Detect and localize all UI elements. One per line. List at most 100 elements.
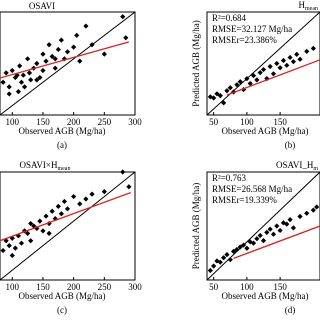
data-point — [224, 251, 230, 258]
plot-frame — [206, 11, 320, 116]
data-point — [260, 238, 267, 244]
x-axis-label: Observed AGB (Mg/ha) — [19, 126, 106, 136]
x-tick-label: 100 — [240, 282, 254, 292]
x-tick-label: 150 — [273, 117, 287, 127]
data-point — [25, 56, 31, 62]
data-point — [314, 204, 320, 210]
data-point — [21, 84, 28, 90]
x-tick-label: 100 — [240, 117, 254, 127]
data-point — [270, 231, 277, 237]
annotation: RMSEr=23.386% — [212, 35, 277, 45]
data-point — [18, 240, 25, 246]
plot-frame — [206, 171, 320, 281]
data-point — [18, 79, 25, 85]
data-point — [277, 227, 283, 234]
data-point — [214, 258, 220, 264]
data-point — [3, 70, 9, 76]
data-point — [101, 189, 107, 195]
data-point — [6, 84, 12, 90]
data-point — [297, 213, 303, 220]
x-tick-label: 150 — [36, 282, 50, 292]
data-point — [290, 59, 297, 65]
fit-line — [233, 225, 320, 260]
data-point — [221, 255, 227, 261]
data-point — [12, 74, 18, 81]
title-sub: mean — [57, 166, 70, 172]
title-main: OSAVI — [29, 1, 55, 11]
data-point — [52, 56, 58, 62]
data-point — [240, 242, 247, 248]
title-main: OSAVI_H — [276, 160, 314, 170]
data-point — [297, 56, 303, 62]
data-point — [89, 191, 95, 197]
data-point — [52, 65, 58, 71]
panel-label: (a) — [57, 140, 67, 150]
fit-line — [0, 192, 131, 242]
x-tick-label: 150 — [36, 117, 50, 127]
data-point — [126, 184, 132, 190]
title-main: H — [299, 0, 306, 10]
data-point — [61, 198, 68, 205]
data-point — [264, 229, 270, 235]
x-tick-label: 50 — [209, 117, 219, 127]
data-point — [237, 244, 243, 250]
data-point — [254, 236, 260, 242]
data-point — [237, 79, 243, 85]
x-tick-label: 100 — [6, 117, 20, 127]
data-point — [17, 63, 23, 69]
data-point — [55, 46, 61, 53]
data-point — [260, 66, 267, 73]
x-tick-label: 250 — [98, 282, 112, 292]
data-point — [58, 37, 64, 43]
data-point — [40, 228, 46, 234]
data-point — [74, 32, 80, 39]
annotation: RMSE=32.127 Mg/ha — [212, 24, 292, 34]
x-tick-label: 200 — [67, 282, 81, 292]
panel-title: OSAVI×Hmean — [20, 160, 71, 172]
data-point — [77, 58, 83, 64]
data-point — [0, 79, 6, 85]
one-to-one-line — [206, 171, 320, 281]
one-to-one-line — [0, 171, 136, 281]
data-point — [274, 60, 280, 67]
data-point — [254, 77, 260, 83]
x-tick-label: 150 — [273, 282, 287, 292]
title-sub: m — [313, 166, 318, 172]
data-point — [12, 245, 18, 251]
y-axis-label: Predicted AGB (Mg/ha) — [191, 20, 201, 106]
x-axis-label: Observed AGB (Mg/ha) — [19, 291, 106, 301]
data-point — [267, 63, 273, 70]
data-point — [14, 72, 20, 78]
panel-title: OSAVI — [29, 1, 55, 11]
annotation: RMSEr=19.339% — [212, 195, 277, 205]
data-point — [37, 218, 43, 224]
data-point — [287, 217, 293, 223]
data-point — [40, 51, 46, 57]
data-point — [221, 100, 227, 106]
panel-label: (b) — [285, 140, 296, 150]
panel-title: OSAVI_Hm — [276, 160, 318, 172]
data-point — [230, 248, 237, 255]
title-main: OSAVI×H — [20, 160, 58, 170]
data-point — [227, 257, 233, 263]
data-point — [28, 77, 34, 83]
data-point — [77, 201, 83, 207]
data-point — [304, 210, 310, 216]
data-point — [211, 263, 217, 269]
x-tick-label: 100 — [6, 282, 20, 292]
plot-frame — [0, 171, 136, 281]
data-point — [267, 226, 273, 232]
data-point — [28, 220, 34, 227]
data-point — [46, 230, 52, 236]
data-point — [46, 42, 52, 48]
data-point — [58, 211, 64, 217]
one-to-one-line — [0, 11, 136, 116]
data-point — [120, 14, 126, 20]
fit-line — [0, 41, 130, 79]
data-point — [280, 220, 287, 226]
data-point — [28, 238, 34, 244]
data-point — [6, 91, 12, 97]
panel: OSAVI 100 150 200 250 300 Observed AGB (Mg/ha)… — [0, 1, 142, 150]
